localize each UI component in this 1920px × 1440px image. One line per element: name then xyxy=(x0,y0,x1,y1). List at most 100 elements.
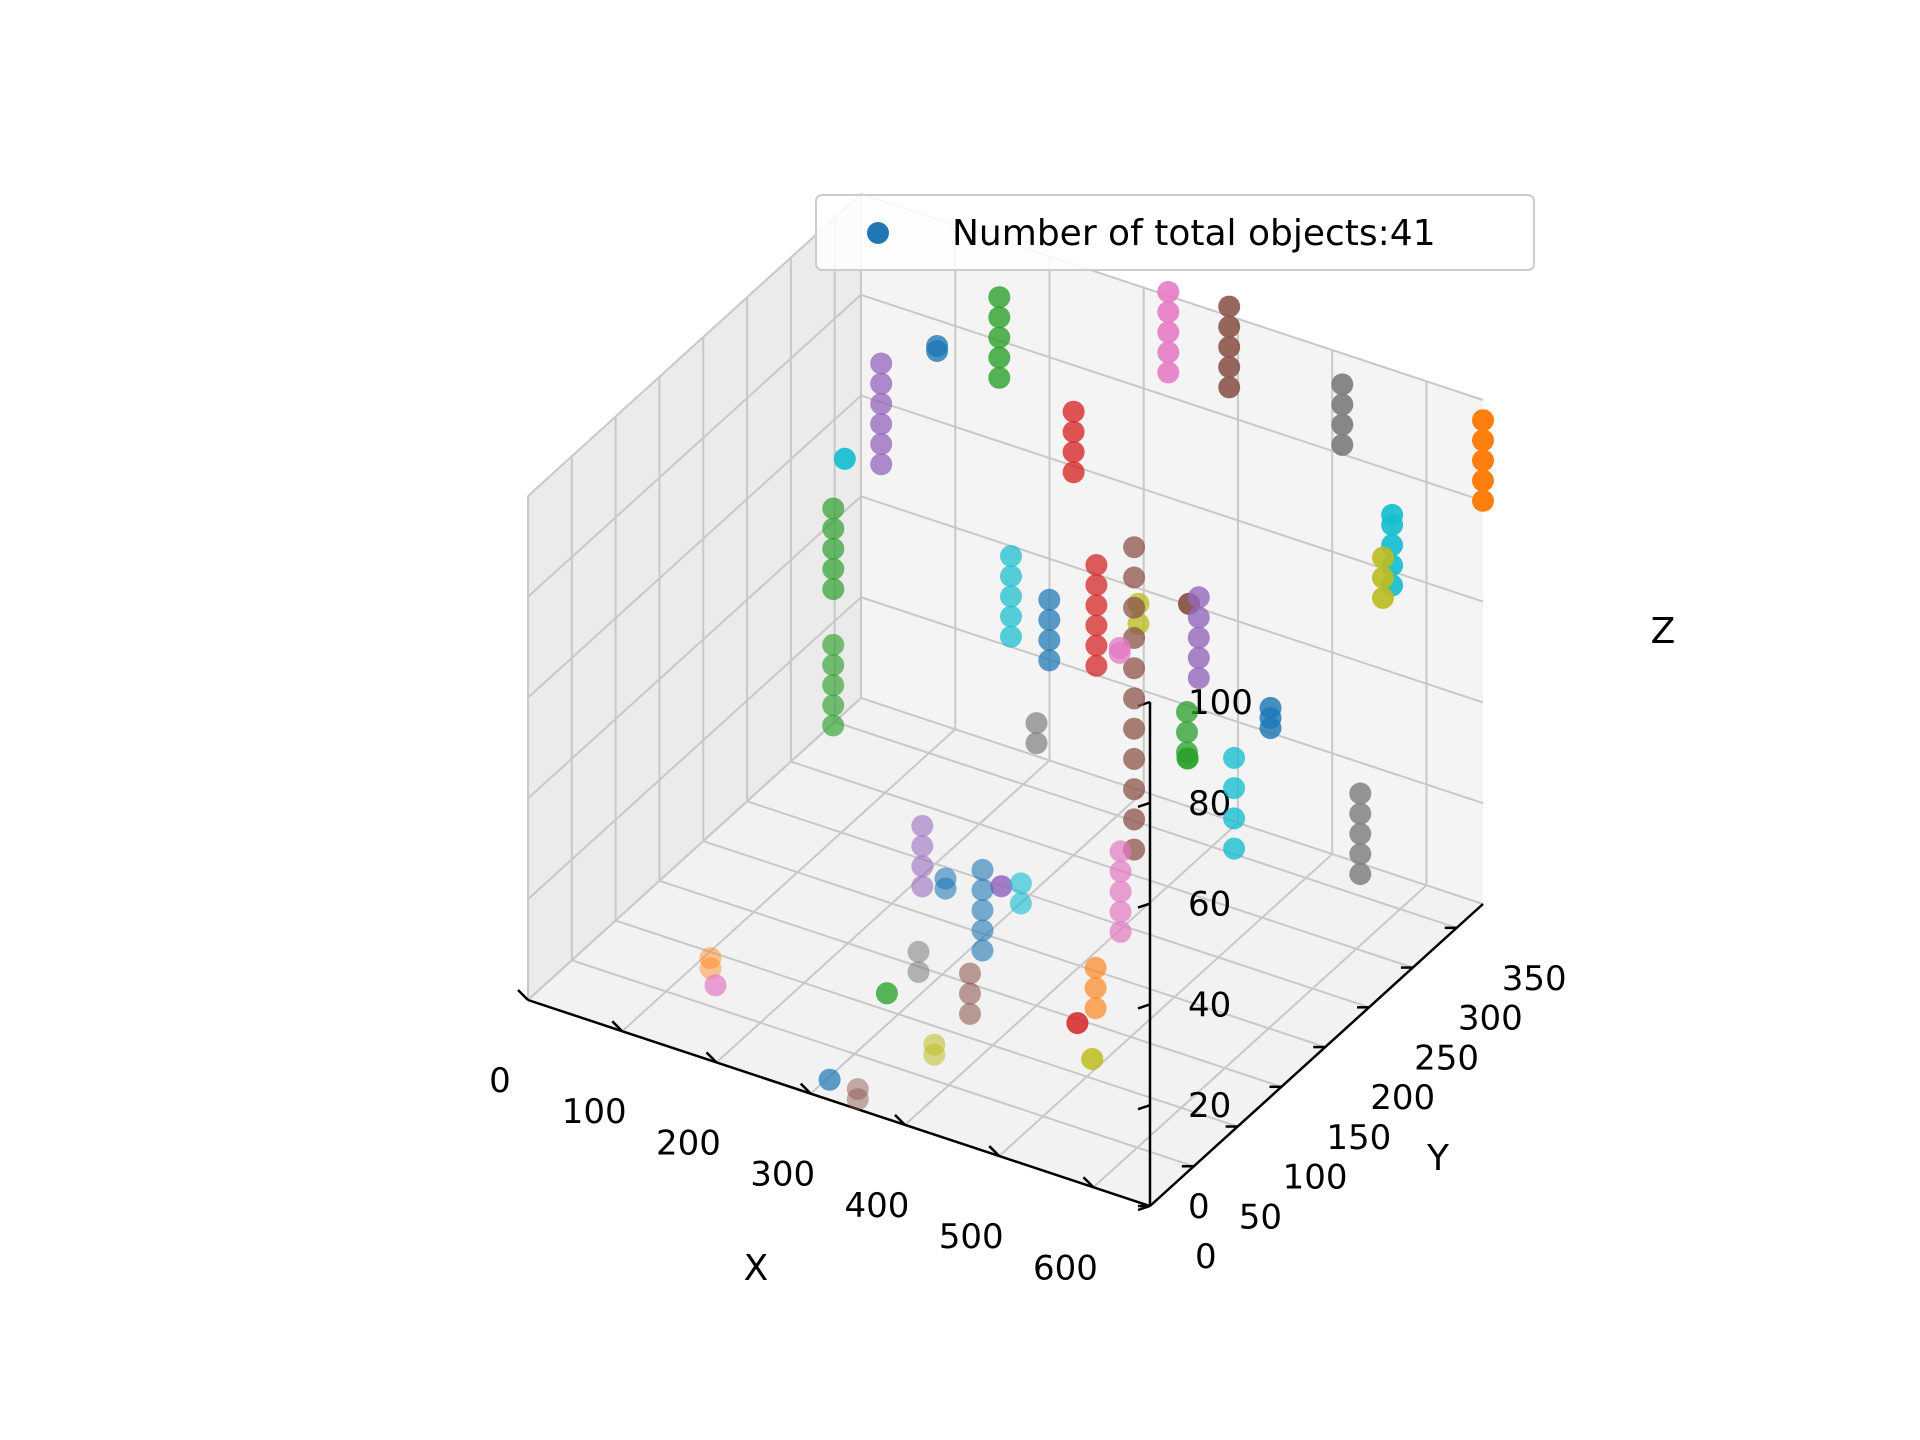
x-tick xyxy=(894,1113,906,1126)
data-point xyxy=(1038,649,1061,672)
data-point xyxy=(926,335,949,357)
data-point xyxy=(1081,1048,1104,1070)
data-point xyxy=(833,447,856,470)
data-point xyxy=(1000,625,1022,648)
data-point xyxy=(1085,594,1108,617)
data-point xyxy=(959,962,981,985)
data-point xyxy=(1218,295,1241,318)
y-tick-label: 150 xyxy=(1326,1118,1391,1158)
data-point xyxy=(1223,807,1246,830)
data-point xyxy=(1381,503,1404,526)
data-point xyxy=(1123,687,1146,710)
y-axis-label: Y xyxy=(1426,1138,1450,1179)
data-point xyxy=(818,1068,841,1091)
grid-line-x xyxy=(715,759,1051,1064)
data-point xyxy=(1187,646,1210,669)
x-tick-label: 300 xyxy=(750,1155,815,1195)
x-tick-label: 100 xyxy=(562,1092,627,1132)
data-point xyxy=(1331,373,1354,396)
data-point xyxy=(1109,860,1132,883)
legend-label: Number of total objects:41 xyxy=(952,213,1436,254)
data-point xyxy=(1038,588,1061,611)
data-point xyxy=(1157,341,1180,364)
data-point xyxy=(822,714,845,737)
x-tick-label: 500 xyxy=(939,1217,1004,1257)
data-point xyxy=(1123,808,1146,831)
data-point xyxy=(911,835,934,858)
data-point xyxy=(1223,777,1246,800)
data-point xyxy=(704,974,727,997)
data-point xyxy=(988,346,1011,369)
data-point xyxy=(870,392,893,415)
data-point xyxy=(990,875,1013,898)
data-point xyxy=(1062,441,1085,463)
x-tick-label: 400 xyxy=(845,1186,910,1226)
grid-line-z xyxy=(860,293,1484,502)
data-point xyxy=(988,306,1011,329)
x-axis-line xyxy=(527,998,1151,1208)
data-point xyxy=(1157,321,1180,344)
grid-line-y xyxy=(834,720,1458,929)
data-point xyxy=(1009,892,1032,915)
left-wall-pane xyxy=(528,194,861,1000)
data-point xyxy=(1331,393,1354,416)
grid-line-y xyxy=(702,840,1326,1049)
data-point xyxy=(959,982,981,1005)
data-point xyxy=(822,558,845,580)
grid-lines xyxy=(527,193,1484,1207)
data-point xyxy=(907,961,930,983)
z-tick-label: 100 xyxy=(1188,683,1253,723)
data-point xyxy=(911,855,934,878)
data-point xyxy=(1123,536,1146,559)
grid-line-z xyxy=(527,193,862,497)
grid-line-x xyxy=(904,822,1239,1126)
axis-lines xyxy=(527,702,1484,1208)
z-tick xyxy=(1137,902,1151,909)
data-point xyxy=(907,940,930,963)
data-point xyxy=(822,497,845,520)
y-tick-label: 350 xyxy=(1502,959,1567,999)
data-point xyxy=(1062,420,1085,443)
data-point xyxy=(1187,586,1210,609)
data-point xyxy=(1123,747,1146,770)
data-point xyxy=(1218,356,1241,379)
data-point xyxy=(818,1068,841,1091)
data-point xyxy=(1187,626,1210,649)
data-point xyxy=(822,578,845,601)
z-axis-label: Z xyxy=(1651,611,1676,652)
data-point xyxy=(911,875,934,898)
data-points xyxy=(699,280,1494,1111)
data-point xyxy=(1009,872,1032,895)
data-point xyxy=(1472,489,1494,512)
x-tick-label: 200 xyxy=(656,1123,721,1163)
data-point xyxy=(1066,1012,1089,1035)
x-tick xyxy=(611,1020,624,1033)
data-point xyxy=(822,517,845,540)
data-point xyxy=(988,366,1011,389)
data-point xyxy=(699,947,722,970)
grid-line-y xyxy=(746,800,1370,1009)
data-point xyxy=(1349,802,1372,825)
data-point xyxy=(971,939,994,962)
grid-line-z xyxy=(527,394,862,699)
data-point xyxy=(870,372,893,395)
data-point xyxy=(1176,701,1198,723)
data-point xyxy=(1176,747,1199,770)
data-point xyxy=(1223,746,1246,769)
data-point xyxy=(822,537,845,560)
data-point xyxy=(1218,315,1241,338)
data-point xyxy=(911,814,934,837)
data-point xyxy=(1218,376,1241,399)
data-point xyxy=(1084,997,1107,1020)
x-tick xyxy=(705,1051,718,1064)
grid-line-x xyxy=(621,728,956,1032)
grid-line-y xyxy=(790,760,1414,969)
x-tick xyxy=(799,1082,812,1095)
data-point xyxy=(822,633,845,656)
data-point xyxy=(1025,732,1048,755)
data-point xyxy=(1472,409,1494,432)
data-point xyxy=(1084,977,1107,999)
data-point xyxy=(971,899,994,922)
data-point xyxy=(875,982,898,1005)
